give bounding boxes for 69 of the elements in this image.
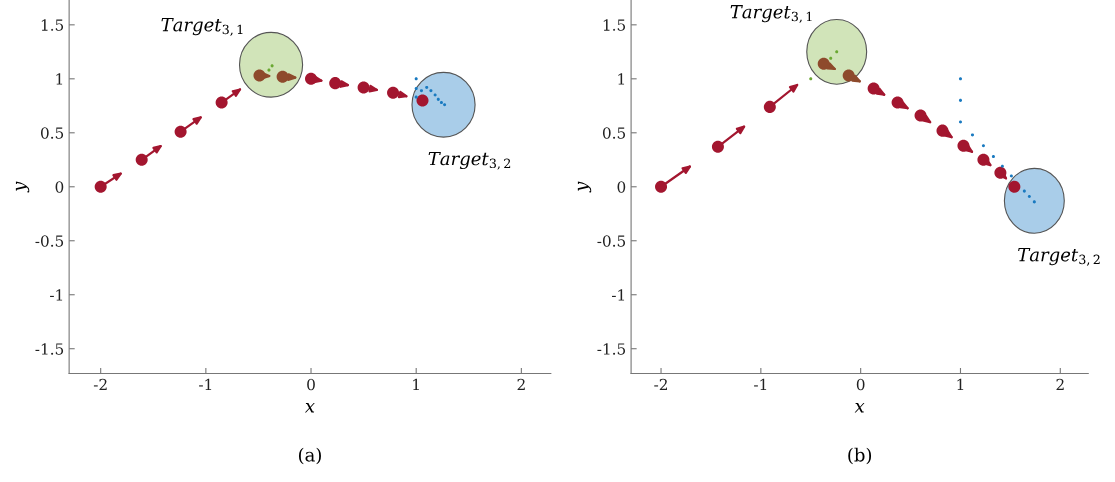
y-tick-label: -1: [50, 289, 63, 301]
series-label: Target$_{3,1}$: [161, 18, 243, 36]
y-axis-title: y: [577, 181, 592, 193]
y-tick-label: 1: [618, 73, 625, 85]
point: [416, 94, 429, 107]
x-tick-label: 1: [413, 378, 419, 391]
x-tick-label: 2: [1056, 378, 1064, 391]
y-axis-title: y: [15, 181, 30, 193]
series-label: Target$_{3,2}$: [428, 151, 511, 170]
y-tick-label: 1.5: [41, 19, 64, 31]
point: [991, 154, 995, 159]
point: [763, 100, 776, 113]
point: [891, 96, 904, 109]
x-tick-label: 2: [517, 378, 525, 391]
x-tick-label: 1: [957, 378, 964, 391]
point: [174, 125, 187, 138]
point: [387, 86, 400, 99]
y-tick-label: 0.5: [602, 127, 626, 139]
series-label: Target$_{3,2}$: [1018, 248, 1100, 266]
y-tick-label: -1: [612, 289, 625, 301]
point: [1008, 180, 1021, 193]
point: [425, 85, 429, 89]
y-tick-label: -0.5: [35, 235, 64, 247]
point: [994, 166, 1007, 179]
point: [419, 89, 423, 93]
point: [215, 96, 228, 109]
point: [276, 70, 289, 83]
point: [329, 77, 342, 90]
y-tick-label: 1.5: [603, 19, 626, 31]
y-tick-label: 0: [617, 181, 626, 193]
point: [1009, 174, 1013, 178]
y-tick-label: 0.5: [40, 127, 64, 139]
point: [842, 69, 855, 82]
point: [439, 101, 443, 105]
point: [436, 97, 440, 101]
point: [414, 95, 418, 99]
x-axis-title: x: [304, 403, 315, 413]
series-label: Target$_{3,1}$: [730, 5, 812, 23]
point: [977, 153, 990, 166]
point: [936, 124, 949, 137]
y-tick-label: -1.5: [597, 343, 626, 355]
x-axis-title: x: [854, 403, 865, 413]
point: [414, 77, 418, 81]
point: [655, 180, 668, 193]
point: [711, 140, 724, 153]
x-tick-label: -2: [93, 378, 107, 391]
x-tick-label: 0: [307, 378, 315, 391]
point: [867, 82, 880, 95]
x-tick-label: 0: [856, 378, 865, 391]
text: (a): [298, 447, 321, 465]
point: [94, 180, 107, 193]
y-tick-label: -0.5: [597, 235, 626, 247]
point: [1027, 194, 1031, 199]
point: [357, 81, 370, 94]
point: [957, 139, 970, 152]
point: [817, 57, 830, 70]
x-tick-label: -1: [199, 378, 212, 391]
point: [809, 77, 813, 81]
point: [135, 153, 148, 166]
point: [914, 109, 927, 122]
x-tick-label: -2: [654, 378, 667, 391]
y-tick-label: 1: [56, 73, 63, 85]
point: [958, 98, 963, 102]
point: [958, 120, 963, 124]
x-tick-label: -1: [754, 378, 767, 391]
point: [829, 56, 833, 60]
y-tick-label: 0: [55, 181, 64, 193]
y-tick-label: -1.5: [35, 343, 64, 355]
text: (b): [848, 447, 872, 465]
